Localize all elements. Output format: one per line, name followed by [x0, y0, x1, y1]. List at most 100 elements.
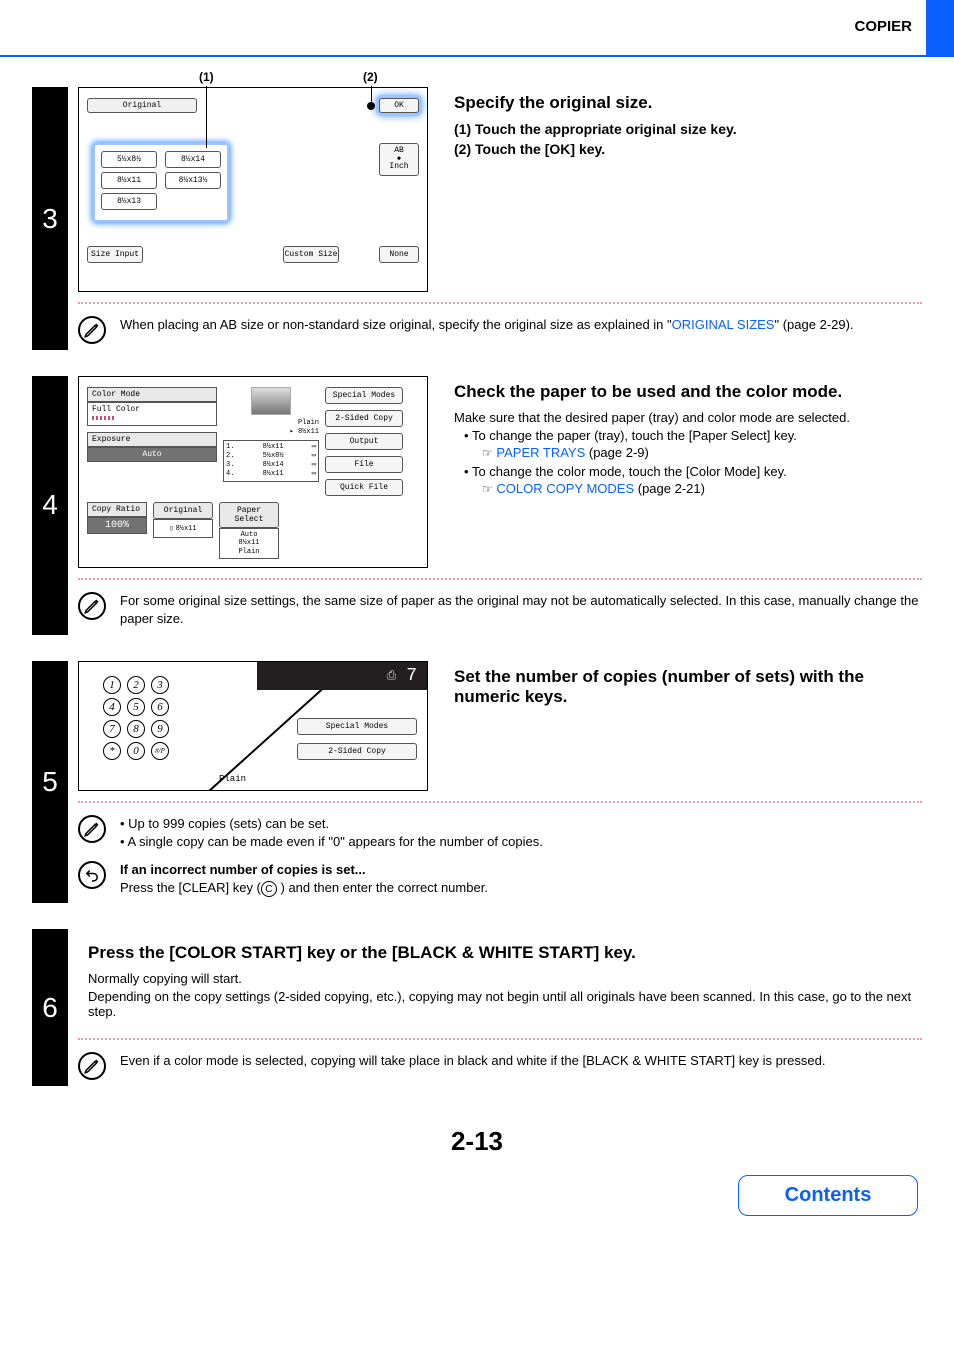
note-text: • A single copy can be made even if "0" …	[120, 833, 922, 851]
key-2[interactable]: 2	[127, 676, 145, 694]
key-6[interactable]: 6	[151, 698, 169, 716]
quick-file-button[interactable]: Quick File	[325, 479, 403, 496]
step5-note-1: • Up to 999 copies (sets) can be set. • …	[78, 811, 922, 857]
step-num-col: 3	[32, 87, 68, 350]
original-tab[interactable]: Original	[87, 98, 197, 113]
step4-bullet1: • To change the paper (tray), touch the …	[464, 428, 922, 443]
step4-ref2: ☞ COLOR COPY MODES (page 2-21)	[482, 481, 922, 496]
separator	[78, 1038, 922, 1040]
note-text: • Up to 999 copies (sets) can be set.	[120, 815, 922, 833]
callout-line-1	[206, 86, 207, 148]
preset-size-group: 5½x8½ 8½x14 8½x11 8½x13½ 8½x13	[93, 143, 229, 222]
exposure-value: Auto	[87, 447, 217, 462]
two-sided-copy-button[interactable]: 2-Sided Copy	[325, 410, 403, 427]
paper-trays-link[interactable]: PAPER TRAYS	[496, 445, 585, 460]
special-modes-button[interactable]: Special Modes	[297, 718, 417, 735]
original-size-panel: (1) (2) Original OK 5½x8½8½x14 8½x118½x1…	[78, 87, 428, 292]
copies-display: ⎙ 7	[257, 662, 427, 690]
none-button[interactable]: None	[379, 246, 419, 263]
step3-sub1: (1) Touch the appropriate original size …	[454, 121, 922, 137]
step-number: 4	[42, 489, 58, 521]
original-button[interactable]: Original	[153, 502, 213, 519]
key-3[interactable]: 3	[151, 676, 169, 694]
note-text: When placing an AB size or non-standard …	[120, 317, 672, 332]
pencil-icon	[78, 815, 106, 843]
copies-icon: ⎙	[387, 669, 397, 683]
size-key[interactable]: 8½x14	[165, 151, 221, 168]
contents-button[interactable]: Contents	[738, 1175, 918, 1216]
header-rule	[0, 55, 954, 57]
key-8[interactable]: 8	[127, 720, 145, 738]
original-sizes-link[interactable]: ORIGINAL SIZES	[672, 317, 775, 332]
custom-size-button[interactable]: Custom Size	[283, 246, 339, 263]
separator	[78, 578, 922, 580]
step-number: 3	[42, 203, 58, 235]
paper-select-button[interactable]: Paper Select	[219, 502, 279, 528]
original-size-display: ▯ 8½x11	[153, 519, 213, 538]
step-num-col: 6	[32, 929, 68, 1086]
paper-select-display: Auto 8½x11 Plain	[219, 528, 279, 559]
step-number: 5	[42, 766, 58, 798]
key-9[interactable]: 9	[151, 720, 169, 738]
step5-title: Set the number of copies (number of sets…	[454, 667, 922, 707]
step4-body: Make sure that the desired paper (tray) …	[454, 410, 922, 425]
step6-note: Even if a color mode is selected, copyin…	[78, 1048, 922, 1086]
key-0[interactable]: 0	[127, 742, 145, 760]
step-6: 6 Press the [COLOR START] key or the [BL…	[32, 929, 922, 1086]
copy-ratio-value: 100%	[87, 517, 147, 534]
page-number: 2-13	[0, 1126, 954, 1157]
color-mode-label: Color Mode	[87, 387, 217, 402]
note-text: Even if a color mode is selected, copyin…	[120, 1052, 922, 1070]
step4-bullet2: • To change the color mode, touch the [C…	[464, 464, 922, 479]
warn-heading: If an incorrect number of copies is set.…	[120, 861, 922, 879]
page-footer: 2-13 Contents	[0, 1126, 954, 1236]
step6-body1: Normally copying will start.	[88, 971, 916, 986]
pencil-icon	[78, 316, 106, 344]
header-title: COPIER	[854, 0, 926, 55]
file-button[interactable]: File	[325, 456, 403, 473]
two-sided-copy-button[interactable]: 2-Sided Copy	[297, 743, 417, 760]
key-5[interactable]: 5	[127, 698, 145, 716]
copy-ratio-label: Copy Ratio	[87, 502, 147, 517]
output-button[interactable]: Output	[325, 433, 403, 450]
step-num-col: 4	[32, 376, 68, 635]
key-4[interactable]: 4	[103, 698, 121, 716]
step-4: 4 Color Mode Full Color	[32, 376, 922, 635]
separator	[78, 801, 922, 803]
preview-icon	[251, 387, 291, 415]
warn-body: Press the [CLEAR] key (C ) and then ente…	[120, 879, 922, 897]
key-hash[interactable]: #/P	[151, 742, 169, 760]
step-number: 6	[42, 992, 58, 1024]
color-copy-modes-link[interactable]: COLOR COPY MODES	[496, 481, 634, 496]
key-7[interactable]: 7	[103, 720, 121, 738]
size-input-button[interactable]: Size Input	[87, 246, 143, 263]
size-key[interactable]: 8½x13	[101, 193, 157, 210]
color-mode-value: Full Color	[87, 402, 217, 426]
size-key[interactable]: 8½x11	[101, 172, 157, 189]
copies-count: 7	[406, 666, 417, 686]
step-3: 3 (1) (2) Original OK 5½x8½8½x14	[32, 87, 922, 350]
callout-dot-2	[367, 102, 375, 110]
keypad-panel: 123 456 789 *0#/P ⎙ 7 Special Modes 2-Si…	[78, 661, 428, 791]
ab-inch-toggle[interactable]: AB ◆ Inch	[379, 143, 419, 176]
pencil-icon	[78, 1052, 106, 1080]
numeric-keypad: 123 456 789 * 0 #/P	[103, 676, 169, 764]
callout-2: (2)	[363, 70, 378, 84]
step3-sub2: (2) Touch the [OK] key.	[454, 141, 922, 157]
header-tab	[926, 0, 954, 55]
clear-key-icon: C	[261, 881, 277, 897]
callout-1: (1)	[199, 70, 214, 84]
size-key[interactable]: 8½x13½	[165, 172, 221, 189]
page-header: COPIER	[0, 0, 954, 55]
special-modes-button[interactable]: Special Modes	[325, 387, 403, 404]
size-key[interactable]: 5½x8½	[101, 151, 157, 168]
step3-note: When placing an AB size or non-standard …	[78, 312, 922, 350]
step5-note-2: If an incorrect number of copies is set.…	[78, 857, 922, 903]
tray-list: 1.8½x11▭ 2.5½x8½▭ 3.8½x14▭ 4.8½x11▭	[223, 440, 319, 482]
key-1[interactable]: 1	[103, 676, 121, 694]
copy-settings-panel: Color Mode Full Color Exposure Auto	[78, 376, 428, 568]
plain-label: Plain	[219, 774, 246, 784]
step-num-col: 5	[32, 661, 68, 904]
key-star[interactable]: *	[103, 742, 121, 760]
ok-button[interactable]: OK	[379, 98, 419, 113]
